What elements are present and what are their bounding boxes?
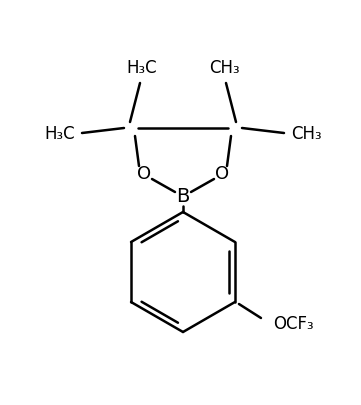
Text: CH₃: CH₃: [291, 125, 321, 143]
Text: O: O: [137, 165, 151, 183]
Text: B: B: [176, 188, 190, 207]
Text: CH₃: CH₃: [209, 59, 239, 77]
Text: H₃C: H₃C: [127, 59, 157, 77]
Text: O: O: [215, 165, 229, 183]
Text: H₃C: H₃C: [45, 125, 75, 143]
Text: OCF₃: OCF₃: [273, 315, 313, 333]
